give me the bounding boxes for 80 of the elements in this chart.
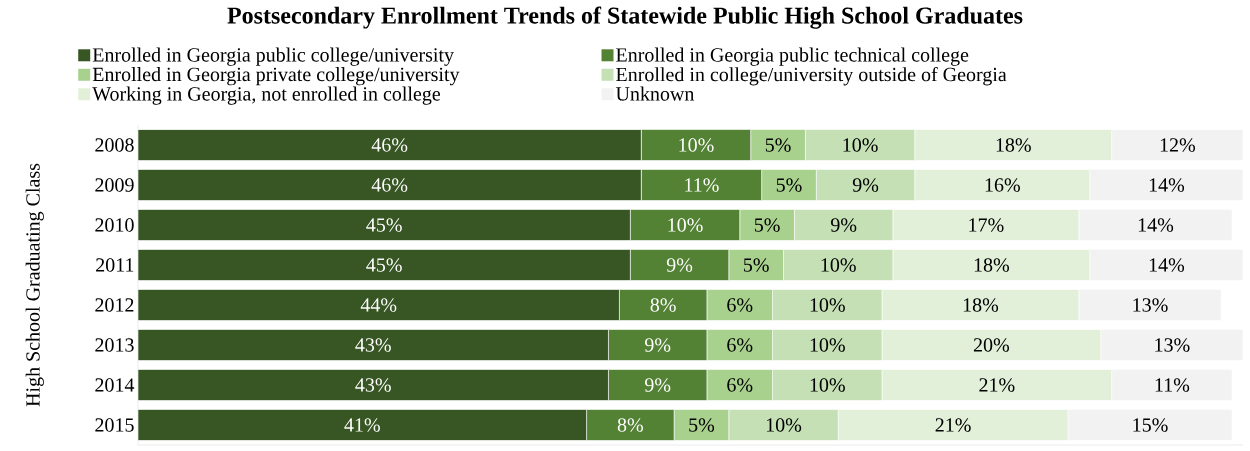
data-label: 10% xyxy=(679,138,714,152)
bar xyxy=(1111,129,1243,161)
data-label: 6% xyxy=(727,378,753,392)
data-label: 18% xyxy=(974,258,1010,272)
data-label: 10% xyxy=(821,258,856,272)
data-label: 5% xyxy=(743,258,769,272)
bar xyxy=(1089,169,1243,201)
data-label: 10% xyxy=(668,218,703,232)
data-label: 46% xyxy=(371,178,408,192)
y-tick-label: 2011 xyxy=(96,258,134,272)
y-tick-label: 2015 xyxy=(95,418,134,432)
data-label: 5% xyxy=(689,418,715,432)
bar xyxy=(138,329,609,361)
data-label: 6% xyxy=(727,338,753,352)
data-label: 11% xyxy=(685,178,719,192)
y-tick-label: 2009 xyxy=(95,178,134,192)
data-label: 5% xyxy=(776,178,802,192)
bar xyxy=(138,249,631,281)
legend-label: Unknown xyxy=(615,86,695,101)
bar xyxy=(138,289,620,321)
data-label: 11% xyxy=(1155,378,1190,392)
data-label: 10% xyxy=(810,298,845,312)
data-label: 6% xyxy=(727,298,753,312)
data-label: 43% xyxy=(355,338,391,352)
legend-label: Enrolled in college/university outside of Georgia xyxy=(616,66,1007,86)
bar xyxy=(1089,249,1243,281)
data-label: 15% xyxy=(1133,418,1168,432)
bar xyxy=(138,169,642,201)
y-tick-label: 2013 xyxy=(95,338,134,352)
data-label: 44% xyxy=(360,298,397,312)
data-label: 9% xyxy=(830,218,857,232)
data-label: 5% xyxy=(765,138,791,152)
bar xyxy=(1078,289,1222,321)
chart-title: Postsecondary Enrollment Trends of Statewide Public High School Graduates xyxy=(227,6,1023,29)
data-label: 18% xyxy=(996,138,1031,152)
bar xyxy=(1100,329,1243,361)
legend-label: Enrolled in Georgia private college/university xyxy=(92,67,460,86)
data-label: 14% xyxy=(1149,178,1185,192)
data-label: 13% xyxy=(1133,298,1168,312)
data-label: 21% xyxy=(979,378,1015,392)
data-label: 8% xyxy=(617,418,643,432)
legend-label: Working in Georgia, not enrolled in college xyxy=(92,86,441,105)
y-tick-label: 2008 xyxy=(95,138,134,152)
legend-label: Enrolled in Georgia public college/university xyxy=(92,47,454,66)
data-label: 14% xyxy=(1138,218,1174,232)
data-label: 5% xyxy=(754,218,780,232)
y-tick-label: 2012 xyxy=(95,298,134,312)
data-label: 21% xyxy=(935,418,971,432)
data-label: 17% xyxy=(969,218,1004,232)
data-label: 10% xyxy=(766,418,802,432)
data-label: 9% xyxy=(852,178,879,192)
legend-label: Enrolled in Georgia public technical college xyxy=(616,47,969,66)
data-label: 10% xyxy=(843,138,878,152)
data-label: 46% xyxy=(371,138,408,152)
y-tick-label: 2014 xyxy=(95,378,135,392)
bar xyxy=(138,129,642,161)
data-label: 10% xyxy=(810,378,845,392)
bar xyxy=(1111,369,1233,401)
data-label: 16% xyxy=(985,178,1020,192)
bar xyxy=(138,209,631,241)
bar xyxy=(138,409,587,441)
data-label: 41% xyxy=(344,418,380,432)
data-label: 10% xyxy=(810,338,845,352)
bar xyxy=(138,369,609,401)
y-axis-title: High School Graduating Class xyxy=(25,163,44,407)
y-tick-label: 2010 xyxy=(95,218,134,232)
data-label: 9% xyxy=(666,258,693,272)
data-label: 12% xyxy=(1160,138,1196,152)
data-label: 20% xyxy=(973,338,1010,352)
data-label: 14% xyxy=(1149,258,1185,272)
data-label: 45% xyxy=(366,218,402,232)
data-label: 18% xyxy=(963,298,999,312)
data-label: 9% xyxy=(645,378,671,392)
data-label: 43% xyxy=(355,378,391,392)
data-label: 8% xyxy=(650,298,676,312)
bar xyxy=(1067,409,1233,441)
data-label: 13% xyxy=(1155,338,1190,352)
data-label: 45% xyxy=(366,258,402,272)
data-label: 9% xyxy=(645,338,671,352)
bar xyxy=(1078,209,1233,241)
